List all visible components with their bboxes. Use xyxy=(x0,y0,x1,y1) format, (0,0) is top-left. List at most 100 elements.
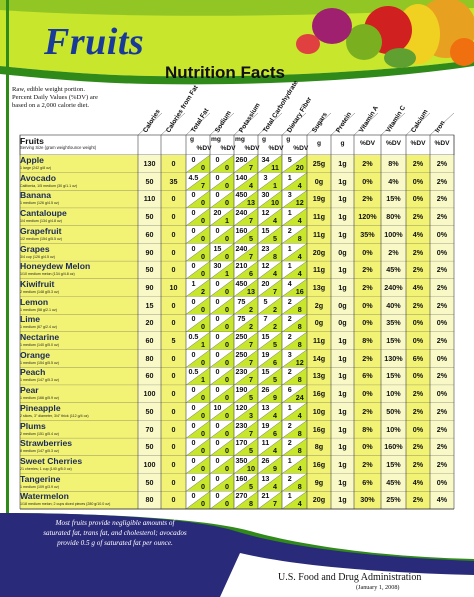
row-name-background xyxy=(20,243,138,262)
diagonal-line xyxy=(257,296,283,315)
table-cell: 0g xyxy=(314,176,324,186)
diagonal-line xyxy=(209,314,235,333)
diagonal-line xyxy=(209,455,235,474)
table-cell-amount: 10 xyxy=(213,402,222,412)
header-slant-line xyxy=(209,112,235,136)
fruit-serving: 8 medium (147 g/5.3 oz) xyxy=(20,449,59,454)
diagonal-line xyxy=(209,438,235,457)
diagonal-line xyxy=(281,402,308,421)
table-cell: 0 xyxy=(171,477,176,487)
row-cell-background xyxy=(430,385,454,403)
row-cell-background xyxy=(307,367,331,386)
row-cell-background xyxy=(430,367,454,386)
footnote-line: saturated fat, trans fat, and cholestero… xyxy=(43,528,187,537)
row-cell-background xyxy=(430,402,454,421)
row-cell-background xyxy=(406,438,430,456)
table-cell: 100% xyxy=(384,229,403,239)
table-cell-dv: 7 xyxy=(249,357,254,367)
row-cell-background xyxy=(354,243,381,262)
row-cell-background xyxy=(331,332,354,350)
diagonal-line xyxy=(257,278,283,297)
diagonal-line xyxy=(185,367,211,386)
table-cell-dv: 2 xyxy=(273,322,278,332)
table-cell: 0 xyxy=(171,406,176,416)
row-name-background xyxy=(20,455,138,474)
diagonal-line xyxy=(257,438,283,457)
intro-line: Raw, edible weight portion. xyxy=(12,86,86,93)
diagonal-line xyxy=(281,455,308,474)
row-cell-background xyxy=(406,278,430,297)
table-cell: 1g xyxy=(338,336,347,345)
table-cell-amount: 0 xyxy=(191,243,196,253)
table-cell: 2% xyxy=(436,424,448,434)
row-cell-background xyxy=(430,491,454,509)
unit-label: %DV xyxy=(196,145,212,152)
table-cell-amount: 30 xyxy=(213,261,222,271)
diagonal-line xyxy=(233,243,259,262)
row-cell-background xyxy=(331,243,354,262)
table-cell: 2% xyxy=(412,389,424,399)
row-name-background xyxy=(20,172,138,191)
table-cell-amount: 170 xyxy=(235,438,248,448)
table-cell-amount: 450 xyxy=(235,190,248,200)
diagonal-line xyxy=(209,367,235,386)
row-cell-background xyxy=(161,314,186,332)
table-cell-dv: 3 xyxy=(249,410,254,420)
table-cell-amount: 5 xyxy=(287,155,292,164)
row-cell-background xyxy=(354,225,381,244)
row-cell-background xyxy=(307,296,331,315)
diagonal-line xyxy=(185,473,211,492)
table-cell-dv: 0 xyxy=(225,322,230,332)
diagonal-line xyxy=(185,384,211,403)
table-cell: 13g xyxy=(312,282,326,292)
fruit-name: Honeydew Melon xyxy=(20,261,91,272)
table-cell-dv: 7 xyxy=(249,216,254,226)
table-cell: 19g xyxy=(312,194,326,204)
unit-label: g xyxy=(189,136,195,143)
table-cell: 80 xyxy=(145,353,154,363)
row-cell-background xyxy=(381,473,406,492)
diagonal-line xyxy=(185,491,211,510)
intro-line: based on a 2,000 calorie diet. xyxy=(12,102,90,110)
table-cell: 0% xyxy=(436,318,448,328)
row-cell-background xyxy=(430,332,454,350)
fruit-name: Lemon xyxy=(20,296,49,307)
diagonal-line xyxy=(281,367,308,386)
row-cell-background xyxy=(381,491,406,509)
fruit-serving: 1 medium (109 g/3.9 oz) xyxy=(20,484,59,489)
table-cell: 80% xyxy=(386,212,401,222)
row-cell-background xyxy=(331,491,354,509)
table-cell-amount: 0.5 xyxy=(188,332,199,341)
table-cell-amount: 0 xyxy=(215,332,220,341)
row-cell-background xyxy=(381,296,406,315)
diagonal-line xyxy=(281,278,308,297)
table-cell-amount: 1 xyxy=(191,278,196,288)
table-cell: 2% xyxy=(412,212,424,222)
table-cell-dv: 5 xyxy=(273,233,278,243)
table-cell-amount: 210 xyxy=(235,261,248,271)
table-cell: 0% xyxy=(412,194,424,204)
table-cell-amount: 0 xyxy=(191,349,196,359)
table-cell: 4% xyxy=(412,477,424,487)
row-cell-background xyxy=(381,332,406,350)
row-name-background xyxy=(20,491,138,509)
table-cell-amount: 26 xyxy=(261,385,270,395)
row-cell-background xyxy=(307,225,331,244)
row-cell-background xyxy=(381,172,406,191)
table-cell: 50% xyxy=(386,406,401,416)
table-cell-dv: 8 xyxy=(297,304,302,314)
table-cell: 2% xyxy=(388,247,399,257)
diagonal-line xyxy=(257,455,283,474)
table-cell-amount: 250 xyxy=(235,332,248,341)
table-cell: 2% xyxy=(436,459,448,469)
table-cell-dv: 7 xyxy=(249,163,254,172)
table-cell-amount: 0 xyxy=(191,261,196,271)
row-cell-background xyxy=(381,261,406,279)
row-cell-background xyxy=(138,261,161,279)
table-cell-amount: 250 xyxy=(235,349,248,359)
table-cell: 0 xyxy=(171,371,176,381)
table-cell-amount: 6 xyxy=(287,385,292,395)
row-cell-background xyxy=(307,190,331,209)
table-cell-dv: 7 xyxy=(249,340,254,349)
row-cell-background xyxy=(161,420,186,439)
